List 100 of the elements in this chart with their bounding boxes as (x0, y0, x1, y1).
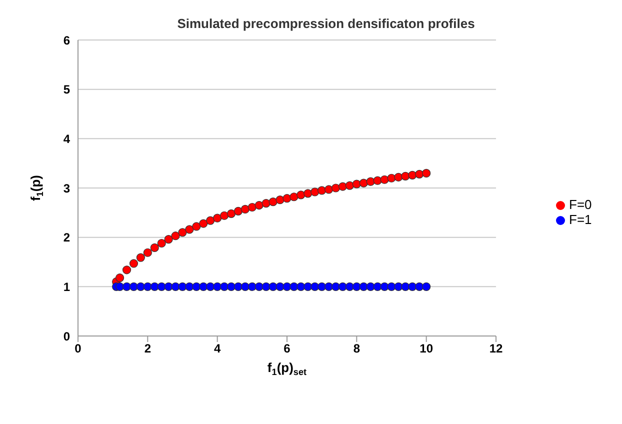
point (240, 204, 250, 214)
point (248, 282, 256, 291)
x-tick-label: 4 (214, 342, 221, 356)
point (240, 282, 250, 291)
point (338, 182, 348, 191)
point (304, 282, 312, 291)
point (262, 282, 270, 291)
y-tick-label: 3 (63, 181, 70, 196)
point (282, 282, 292, 291)
point (304, 189, 312, 198)
point (129, 282, 138, 291)
point (192, 282, 201, 291)
point (213, 282, 222, 291)
point (143, 282, 152, 291)
point (310, 282, 320, 291)
y-tick-label: 2 (63, 230, 70, 245)
point (206, 216, 215, 225)
point (164, 235, 173, 244)
point (290, 282, 298, 291)
point (408, 282, 417, 291)
y-tick-label: 4 (63, 132, 70, 146)
point (206, 282, 215, 291)
point (136, 282, 145, 291)
point (373, 176, 382, 185)
point (276, 196, 284, 204)
legend-label: F=0 (569, 197, 592, 212)
point (116, 273, 124, 282)
point (296, 282, 306, 291)
point (178, 228, 187, 237)
point (171, 282, 180, 291)
point (192, 222, 201, 231)
point (318, 186, 326, 195)
point (380, 175, 389, 184)
point (276, 282, 284, 291)
point (143, 248, 152, 257)
point (226, 209, 236, 218)
point (415, 282, 424, 291)
chart-title: Simulated precompression densificaton profiles (177, 16, 475, 31)
x-tick-label: 12 (489, 342, 503, 356)
point (268, 198, 278, 206)
point (394, 172, 403, 182)
x-tick-label: 6 (284, 342, 291, 356)
point (387, 174, 396, 182)
point (262, 198, 270, 208)
point (199, 282, 208, 291)
point (352, 282, 361, 291)
point (408, 170, 417, 180)
point (213, 214, 222, 222)
point (380, 282, 389, 291)
point (359, 282, 368, 291)
point (157, 282, 166, 291)
point (254, 282, 264, 291)
point (171, 232, 180, 240)
x-axis-title: f$_{1}$(p)$_{set}$ (267, 360, 307, 377)
point (157, 238, 166, 248)
point (185, 282, 194, 291)
legend-label: F=1 (569, 212, 592, 227)
point (220, 211, 229, 220)
point (150, 282, 159, 291)
y-tick-label: 0 (63, 329, 70, 344)
point (345, 181, 354, 190)
x-tick-label: 0 (74, 342, 82, 356)
point (366, 177, 375, 186)
point (199, 219, 208, 228)
point (373, 282, 382, 291)
point (338, 282, 348, 291)
point (401, 282, 410, 291)
point (366, 282, 375, 291)
x-tick-label: 2 (144, 342, 152, 356)
point (296, 190, 306, 200)
point (415, 170, 424, 178)
point (345, 282, 354, 291)
y-tick-label: 6 (63, 33, 70, 48)
point (164, 282, 173, 291)
point (422, 282, 431, 291)
point (359, 178, 368, 188)
x-tick-label: 10 (420, 342, 434, 356)
point (310, 188, 320, 196)
point (136, 253, 145, 262)
point (185, 225, 194, 234)
point (268, 282, 278, 291)
point (422, 168, 431, 178)
x-tick-label: 8 (353, 342, 360, 356)
point (401, 172, 410, 180)
point (178, 282, 187, 291)
point (234, 282, 243, 291)
point (331, 184, 340, 192)
point (394, 282, 403, 291)
y-tick-label: 5 (63, 82, 70, 97)
y-tick-label: 1 (63, 280, 70, 294)
point (352, 180, 361, 188)
point (122, 266, 132, 274)
point (324, 185, 334, 194)
point (290, 192, 298, 202)
point (248, 202, 256, 212)
point (318, 282, 326, 291)
point (387, 282, 396, 291)
point (282, 194, 292, 203)
point (234, 206, 243, 216)
point (254, 200, 264, 210)
